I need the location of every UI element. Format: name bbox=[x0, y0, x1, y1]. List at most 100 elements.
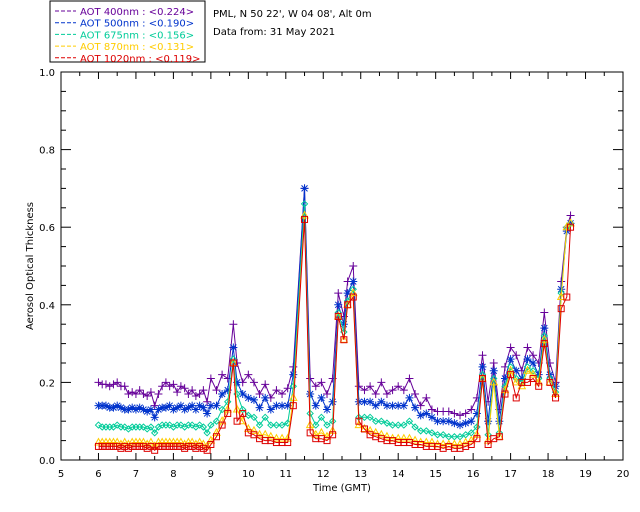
data-point bbox=[523, 363, 532, 371]
data-point bbox=[545, 370, 554, 379]
y-tick-label: 0.0 bbox=[39, 456, 55, 467]
data-point bbox=[557, 277, 566, 286]
data-point bbox=[317, 413, 326, 422]
data-point bbox=[116, 403, 125, 412]
data-point bbox=[112, 437, 122, 446]
data-point bbox=[203, 446, 211, 454]
data-point bbox=[109, 380, 118, 389]
data-point bbox=[109, 442, 117, 450]
x-tick-label: 17 bbox=[504, 469, 517, 480]
data-point bbox=[146, 388, 155, 397]
data-point bbox=[416, 401, 425, 410]
data-point bbox=[278, 390, 287, 399]
data-point bbox=[438, 439, 448, 448]
data-point bbox=[284, 439, 292, 447]
data-point bbox=[377, 417, 386, 425]
data-point bbox=[169, 405, 178, 414]
data-point bbox=[150, 401, 159, 410]
data-point bbox=[323, 437, 331, 445]
data-point bbox=[212, 401, 221, 410]
data-point bbox=[139, 405, 148, 414]
data-point bbox=[312, 421, 320, 429]
data-point bbox=[461, 437, 470, 446]
data-point bbox=[124, 444, 132, 452]
data-point bbox=[188, 386, 197, 395]
data-point bbox=[427, 405, 436, 414]
data-point bbox=[461, 409, 470, 418]
data-point bbox=[165, 382, 174, 391]
data-point bbox=[278, 421, 286, 429]
data-point bbox=[207, 421, 215, 429]
data-point bbox=[188, 442, 196, 450]
data-point bbox=[517, 374, 526, 383]
data-point bbox=[523, 365, 532, 374]
data-point bbox=[113, 401, 122, 410]
data-point bbox=[433, 417, 442, 426]
data-point bbox=[512, 366, 521, 375]
data-point bbox=[195, 390, 204, 399]
data-point bbox=[218, 370, 227, 379]
data-point bbox=[106, 442, 114, 450]
data-point bbox=[120, 382, 129, 391]
data-point bbox=[317, 427, 326, 436]
data-point bbox=[249, 425, 259, 434]
data-point bbox=[388, 421, 397, 429]
data-point bbox=[489, 366, 498, 375]
data-point bbox=[195, 421, 204, 429]
data-point bbox=[169, 442, 177, 450]
data-point bbox=[540, 332, 549, 340]
data-point bbox=[349, 277, 358, 286]
data-point bbox=[192, 444, 200, 452]
legend-entry: AOT 675nm : <0.156> bbox=[80, 30, 194, 41]
data-point bbox=[344, 301, 352, 309]
data-point bbox=[399, 401, 408, 410]
data-point bbox=[199, 403, 208, 412]
data-point bbox=[300, 184, 309, 193]
data-point bbox=[328, 397, 337, 406]
data-point bbox=[450, 409, 459, 418]
data-point bbox=[203, 409, 212, 418]
data-point bbox=[523, 343, 532, 352]
data-point bbox=[467, 417, 476, 426]
data-point bbox=[394, 382, 403, 391]
series-lines bbox=[94, 184, 575, 454]
x-tick-label: 16 bbox=[467, 469, 480, 480]
data-point bbox=[512, 351, 521, 360]
data-point bbox=[405, 374, 414, 383]
data-point bbox=[529, 359, 538, 367]
data-point bbox=[169, 380, 178, 389]
data-point bbox=[195, 437, 204, 446]
data-point bbox=[289, 402, 297, 410]
data-point bbox=[261, 413, 269, 422]
data-point bbox=[528, 369, 538, 378]
data-point bbox=[188, 421, 196, 429]
data-point bbox=[506, 355, 515, 364]
data-point bbox=[405, 393, 414, 402]
y-tick-label: 0.8 bbox=[39, 146, 55, 157]
data-point bbox=[150, 441, 160, 450]
data-point bbox=[529, 367, 537, 375]
x-tick-label: 12 bbox=[317, 469, 330, 480]
data-point bbox=[552, 394, 560, 402]
data-point bbox=[534, 370, 543, 379]
data-point bbox=[567, 223, 575, 231]
data-point bbox=[154, 405, 163, 414]
data-point bbox=[199, 386, 208, 395]
data-point bbox=[147, 423, 155, 431]
data-point bbox=[456, 421, 465, 430]
data-point bbox=[165, 401, 174, 410]
data-point bbox=[121, 442, 129, 450]
data-point bbox=[199, 444, 207, 452]
data-point bbox=[427, 413, 436, 422]
data-point bbox=[146, 405, 155, 414]
data-point bbox=[523, 378, 531, 386]
data-point bbox=[343, 289, 352, 298]
data-point bbox=[334, 312, 342, 320]
data-point bbox=[377, 429, 386, 438]
x-tick-label: 6 bbox=[95, 469, 101, 480]
data-point bbox=[317, 393, 326, 402]
data-point bbox=[394, 421, 402, 429]
data-point bbox=[161, 403, 170, 412]
data-point bbox=[255, 421, 264, 429]
data-point bbox=[244, 411, 253, 420]
